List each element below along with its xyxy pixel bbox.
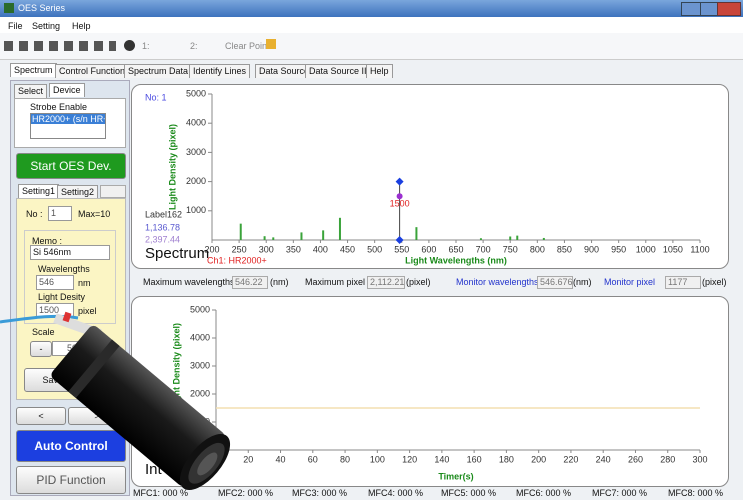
app-window: OES Series File Setting Help 1: 2: Clear… bbox=[0, 0, 743, 500]
probe-photo bbox=[0, 0, 743, 500]
